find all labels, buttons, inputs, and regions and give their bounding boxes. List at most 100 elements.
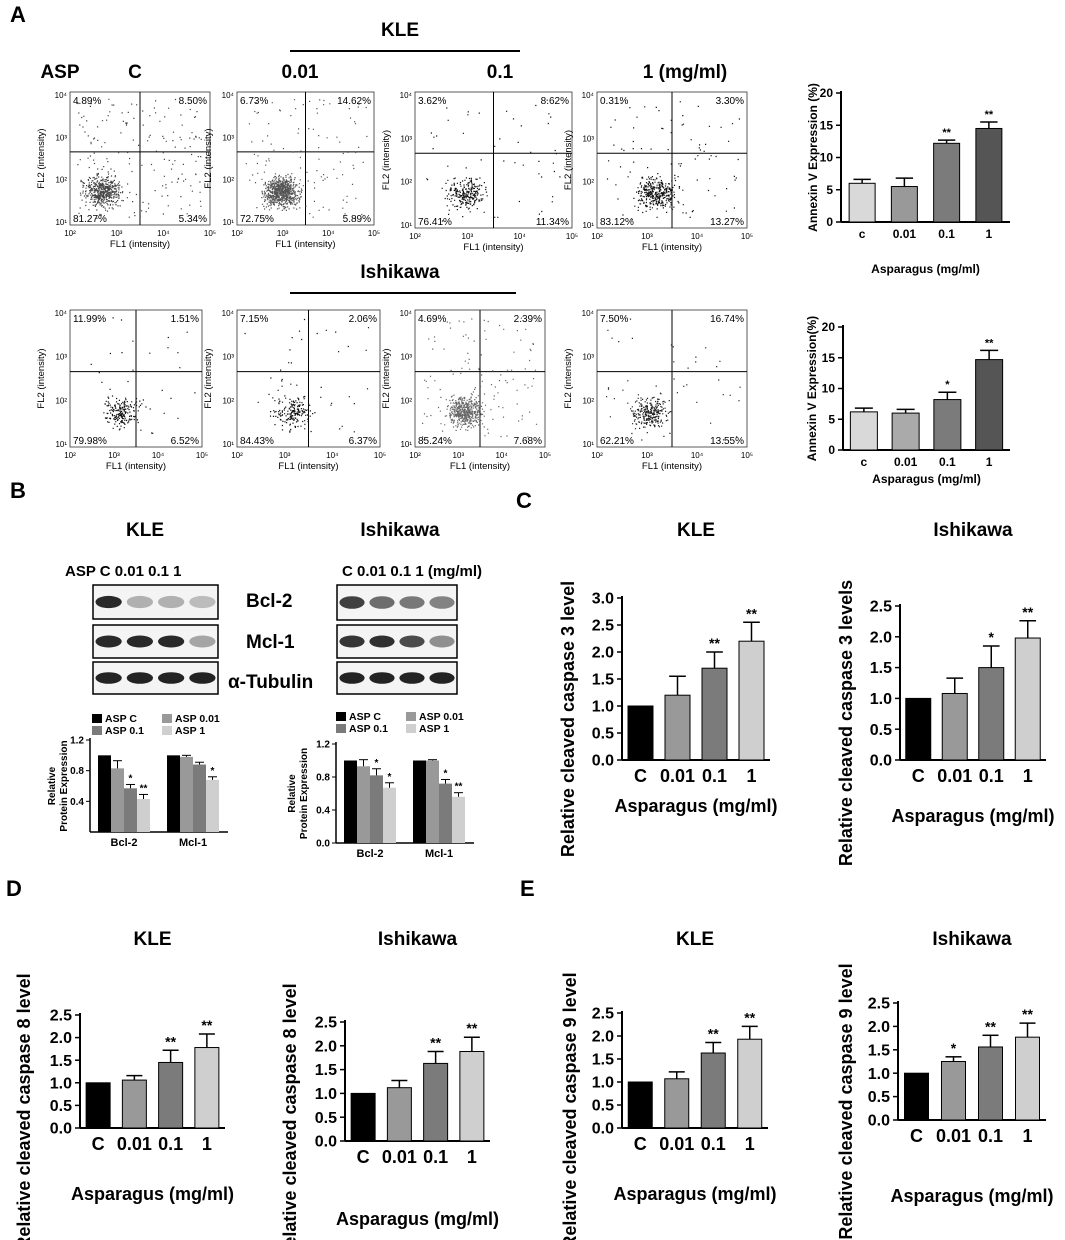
bar-C <box>350 1092 376 1142</box>
flow-x-tick: 10³ <box>108 451 120 460</box>
chart-d_kle: 0.0 0.5 1.0 1.5 2.0 2.5 C 0.01 ** 0.1 ** 1 Asparagus… <box>14 929 234 1240</box>
wb-ishikawa-title: Ishikawa <box>360 520 440 541</box>
blot-band <box>189 672 216 684</box>
category-label: 0.1 <box>979 766 1004 786</box>
bar-ASP-0.01-Mcl-1 <box>426 760 439 843</box>
chart-title: KLE <box>134 929 172 950</box>
flow-x-tick: 10⁴ <box>691 451 704 460</box>
bar-ASP-C-Bcl-2 <box>344 760 357 843</box>
quadrant-ll-value: 76.41% <box>418 217 452 228</box>
category-label: Mcl-1 <box>179 837 207 849</box>
y-axis-label: Annexin V Expression(%) <box>805 316 819 461</box>
flow-x-tick: 10⁴ <box>691 232 704 241</box>
significance-mark: * <box>951 1040 957 1056</box>
ishikawa-plot-3: 7.50% 16.74% 62.21% 13.55% FL1 (intensity) FL… <box>563 309 753 472</box>
flow-x-tick: 10⁴ <box>152 451 165 460</box>
flow-x-tick: 10² <box>64 451 76 460</box>
category-label: 0.01 <box>117 1134 152 1154</box>
category-label: C <box>92 1134 105 1154</box>
y-tick-label: 0.0 <box>592 1121 614 1138</box>
flow-x-label: FL1 (intensity) <box>110 239 170 250</box>
bar-ASP-0.01-Bcl-2 <box>111 768 124 832</box>
y-tick-label: 0.8 <box>70 766 84 777</box>
y-tick-label: 3.0 <box>592 591 614 608</box>
flow-y-tick: 10² <box>222 396 234 405</box>
category-label: 0.1 <box>702 766 727 786</box>
flow-x-tick: 10³ <box>462 232 474 241</box>
significance-mark: ** <box>430 1035 441 1051</box>
y-axis-label: Relative cleaved caspase 8 level <box>280 983 300 1240</box>
flow-x-label: FL1 (intensity) <box>278 461 338 472</box>
significance-mark: ** <box>985 1018 996 1034</box>
category-label: 1 <box>202 1134 212 1154</box>
legend-label: ASP 0.01 <box>419 711 464 723</box>
category-label: 1 <box>1022 1126 1032 1146</box>
flow-x-tick: 10⁵ <box>539 451 551 460</box>
flow-y-tick: 10³ <box>222 353 234 362</box>
bar-0.01 <box>941 692 968 761</box>
ishikawa-plot-1: 7.15% 2.06% 84.43% 6.37% FL1 (intensity) FL2 … <box>203 309 386 472</box>
ishikawa-plot-0: 11.99% 1.51% 79.98% 6.52% FL1 (intensity) FL2… <box>36 309 208 472</box>
bar-0.01 <box>890 186 918 223</box>
panel-label-c: C <box>516 488 532 513</box>
y-tick-label: 15 <box>822 351 836 365</box>
quadrant-lr-value: 11.34% <box>536 217 569 228</box>
wb-kle-mcl1 <box>92 624 219 659</box>
flow-x-tick: 10⁵ <box>741 232 753 241</box>
flow-dose-1: 1 (mg/ml) <box>642 62 728 83</box>
flow-y-tick: 10¹ <box>400 221 412 230</box>
flow-x-label: FL1 (intensity) <box>642 461 702 472</box>
chart-a_kle: 0 5 10 15 20 c 0.01 ** 0.1 ** 1 Asparagus (mg/ml) An… <box>806 83 1010 276</box>
y-axis-label: Relative cleaved caspase 9 level <box>560 972 580 1240</box>
bar-0.1 <box>423 1062 449 1142</box>
panel-label-a: A <box>10 2 26 27</box>
bar-0.01 <box>941 1061 966 1121</box>
category-label: c <box>861 455 868 469</box>
category-label: 1 <box>986 455 993 469</box>
bar-C <box>905 697 932 761</box>
significance-mark: * <box>211 766 215 777</box>
y-tick-label: 1.0 <box>592 1075 614 1092</box>
significance-mark: ** <box>985 109 994 121</box>
y-tick-label: 0.5 <box>50 1098 72 1115</box>
blot-band <box>126 595 153 609</box>
flow-x-tick: 10³ <box>277 229 289 238</box>
flow-y-label: FL2 (intensity) <box>36 128 47 188</box>
bar-c <box>849 411 878 451</box>
y-tick-label: 0.0 <box>50 1121 72 1138</box>
y-tick-label: 2.0 <box>868 1019 890 1036</box>
y-axis-label: Relative cleaved caspase 3 level <box>558 581 578 857</box>
y-tick-label: 1.5 <box>50 1053 72 1070</box>
bar-1 <box>1015 1036 1040 1121</box>
category-label: 1 <box>467 1147 477 1167</box>
blot-band <box>339 635 365 648</box>
bar-ASP-1-Mcl-1 <box>206 779 219 832</box>
wb-ishikawa-lanes: C 0.01 0.1 1 (mg/ml) <box>342 563 483 580</box>
legend-label: ASP 1 <box>175 725 205 737</box>
ishikawa-title-bar <box>290 292 516 294</box>
kle-plot-2: 3.62% 8.62% 76.41% 11.34% FL1 (intensity) FL2… <box>381 91 578 253</box>
category-label: C <box>634 1134 647 1154</box>
category-label: 0.01 <box>937 766 972 786</box>
y-tick-label: 1.5 <box>870 660 892 677</box>
quadrant-lr-value: 6.37% <box>349 436 377 447</box>
y-tick-label: 0 <box>828 443 835 457</box>
x-axis-label: Asparagus (mg/ml) <box>890 1186 1053 1206</box>
bar-ASP-0.01-Mcl-1 <box>180 756 193 832</box>
flow-x-label: FL1 (intensity) <box>642 242 702 253</box>
flow-x-tick: 10² <box>409 451 421 460</box>
category-label: C <box>910 1126 923 1146</box>
flow-dose-0.01: 0.01 <box>281 62 319 83</box>
bar-ASP-C-Mcl-1 <box>167 755 180 832</box>
category-label: 0.1 <box>939 455 956 469</box>
y-tick-label: 0 <box>826 215 833 229</box>
category-label: C <box>912 766 925 786</box>
legend-swatch <box>336 712 346 721</box>
y-tick-label: 1.0 <box>870 691 892 708</box>
bar-0.1 <box>978 1046 1003 1121</box>
flow-y-tick: 10² <box>582 396 594 405</box>
